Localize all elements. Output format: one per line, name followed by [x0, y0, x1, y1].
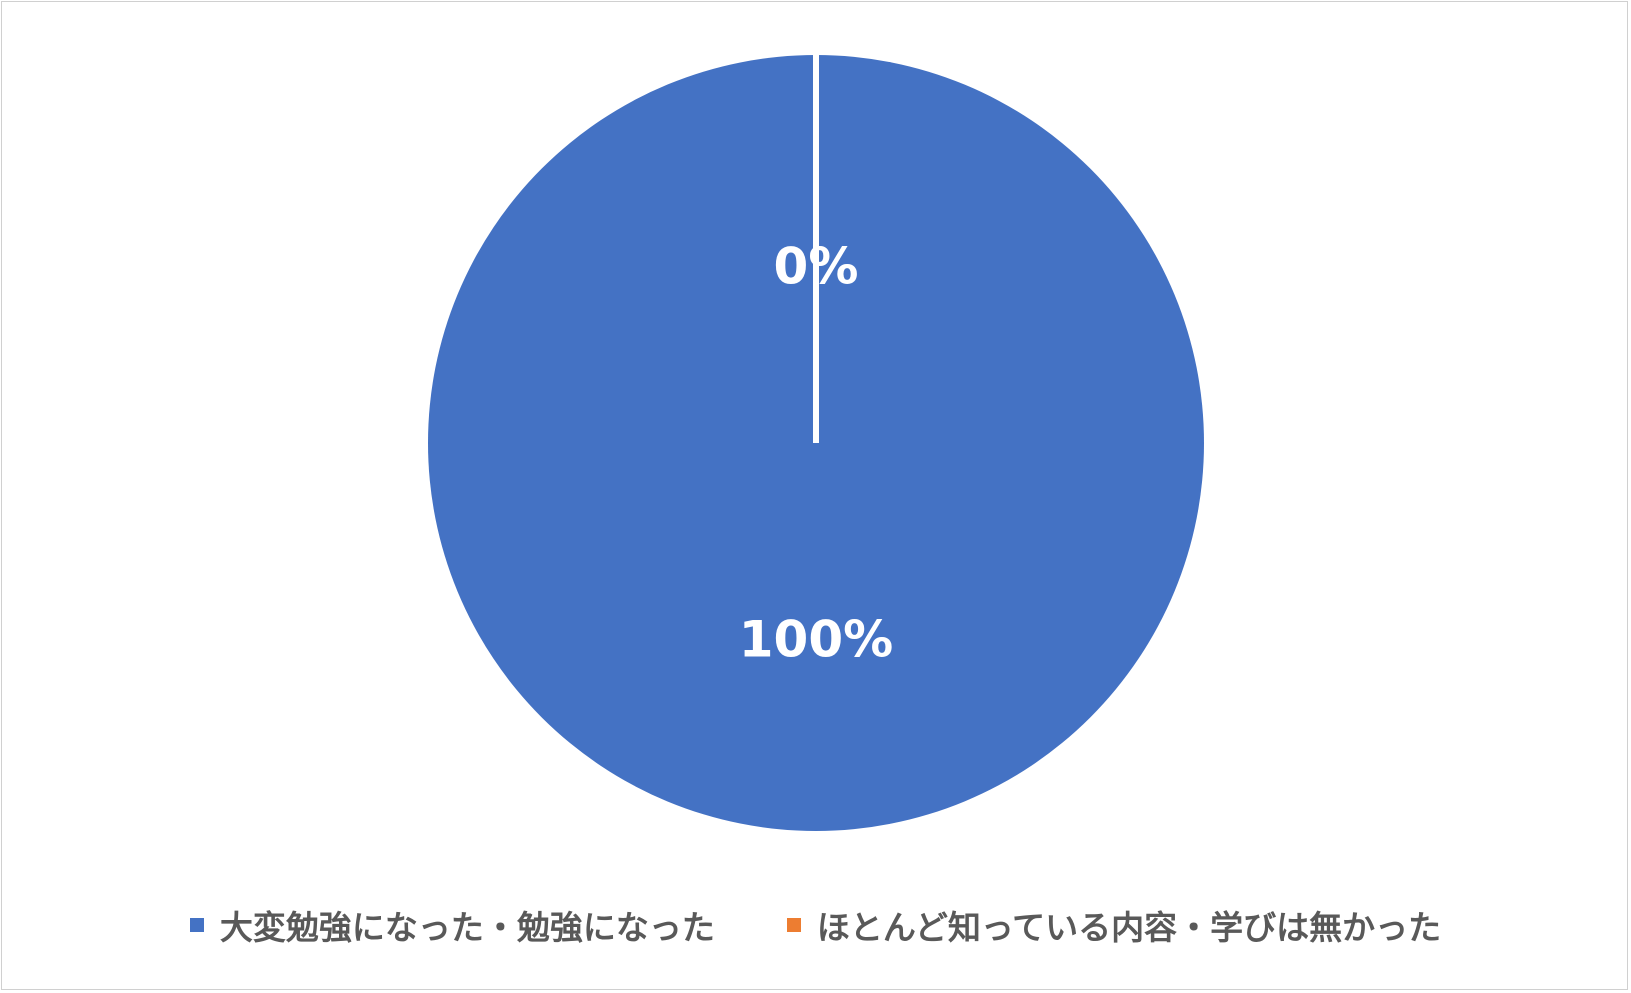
legend-swatch-0 [189, 918, 204, 932]
data-label-1: 0% [774, 238, 859, 296]
chart-legend: 大変勉強になった・勉強になった ほとんど知っている内容・学びは無かった [0, 895, 1631, 955]
legend-swatch-1 [786, 918, 801, 932]
data-label-0: 100% [739, 611, 893, 669]
legend-label-1: ほとんど知っている内容・学びは無かった [816, 908, 1442, 947]
legend-item-0: 大変勉強になった・勉強になった [189, 901, 715, 949]
legend-label-0: 大変勉強になった・勉強になった [219, 908, 715, 947]
pie-slices [428, 53, 1204, 831]
legend-item-1: ほとんど知っている内容・学びは無かった [786, 901, 1442, 949]
pie-data-labels: 100% 0% [739, 238, 893, 669]
